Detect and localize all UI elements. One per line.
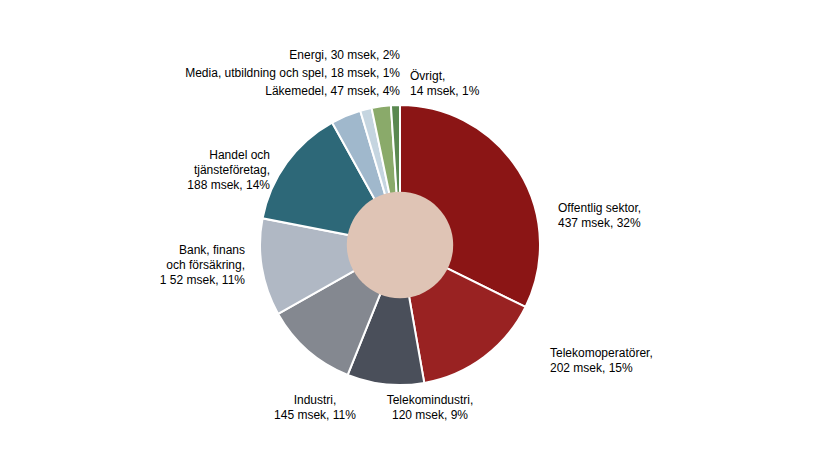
label-line: 145 msek, 11%: [274, 408, 356, 422]
slice-label: Telekomoperatörer,202 msek, 15%: [550, 346, 653, 375]
slice-label: Telekomindustri,120 msek, 9%: [387, 393, 474, 422]
label-line: Bank, finans: [179, 243, 245, 257]
label-line: 14 msek, 1%: [410, 84, 480, 98]
slice-label: Offentlig sektor,437 msek, 32%: [558, 201, 641, 230]
label-line: Handel och: [209, 148, 270, 162]
slice-label: Energi, 30 msek, 2%: [289, 48, 400, 62]
slice-label: Media, utbildning och spel, 18 msek, 1%: [185, 66, 400, 80]
label-line: tjänsteföretag,: [194, 163, 270, 177]
label-line: 202 msek, 15%: [550, 361, 633, 375]
label-line: Industri,: [294, 393, 337, 407]
label-line: och försäkring,: [166, 258, 245, 272]
label-line: Övrigt,: [410, 69, 445, 83]
label-line: 437 msek, 32%: [558, 216, 641, 230]
slice-label: Läkemedel, 47 msek, 4%: [265, 84, 400, 98]
label-line: Telekomindustri,: [387, 393, 474, 407]
chart: Offentlig sektor,437 msek, 32% Telekomope…: [0, 0, 827, 475]
label-line: 188 msek, 14%: [187, 178, 270, 192]
slice-label: Bank, finansoch försäkring,1 52 msek, 11…: [160, 243, 245, 287]
label-line: 120 msek, 9%: [392, 408, 468, 422]
label-line: Energi, 30 msek, 2%: [289, 48, 400, 62]
label-line: Offentlig sektor,: [558, 201, 641, 215]
label-line: Media, utbildning och spel, 18 msek, 1%: [185, 66, 400, 80]
pie: [260, 105, 540, 385]
labels: Offentlig sektor,437 msek, 32% Telekomope…: [160, 48, 653, 422]
slice-label: Handel ochtjänsteföretag,188 msek, 14%: [187, 148, 270, 192]
label-line: 1 52 msek, 11%: [160, 273, 245, 287]
slice-label: Industri,145 msek, 11%: [274, 393, 356, 422]
slices: [260, 105, 540, 385]
label-line: Läkemedel, 47 msek, 4%: [265, 84, 400, 98]
label-line: Telekomoperatörer,: [550, 346, 653, 360]
donut-hole: [347, 192, 453, 298]
slice-label: Övrigt,14 msek, 1%: [410, 69, 480, 98]
